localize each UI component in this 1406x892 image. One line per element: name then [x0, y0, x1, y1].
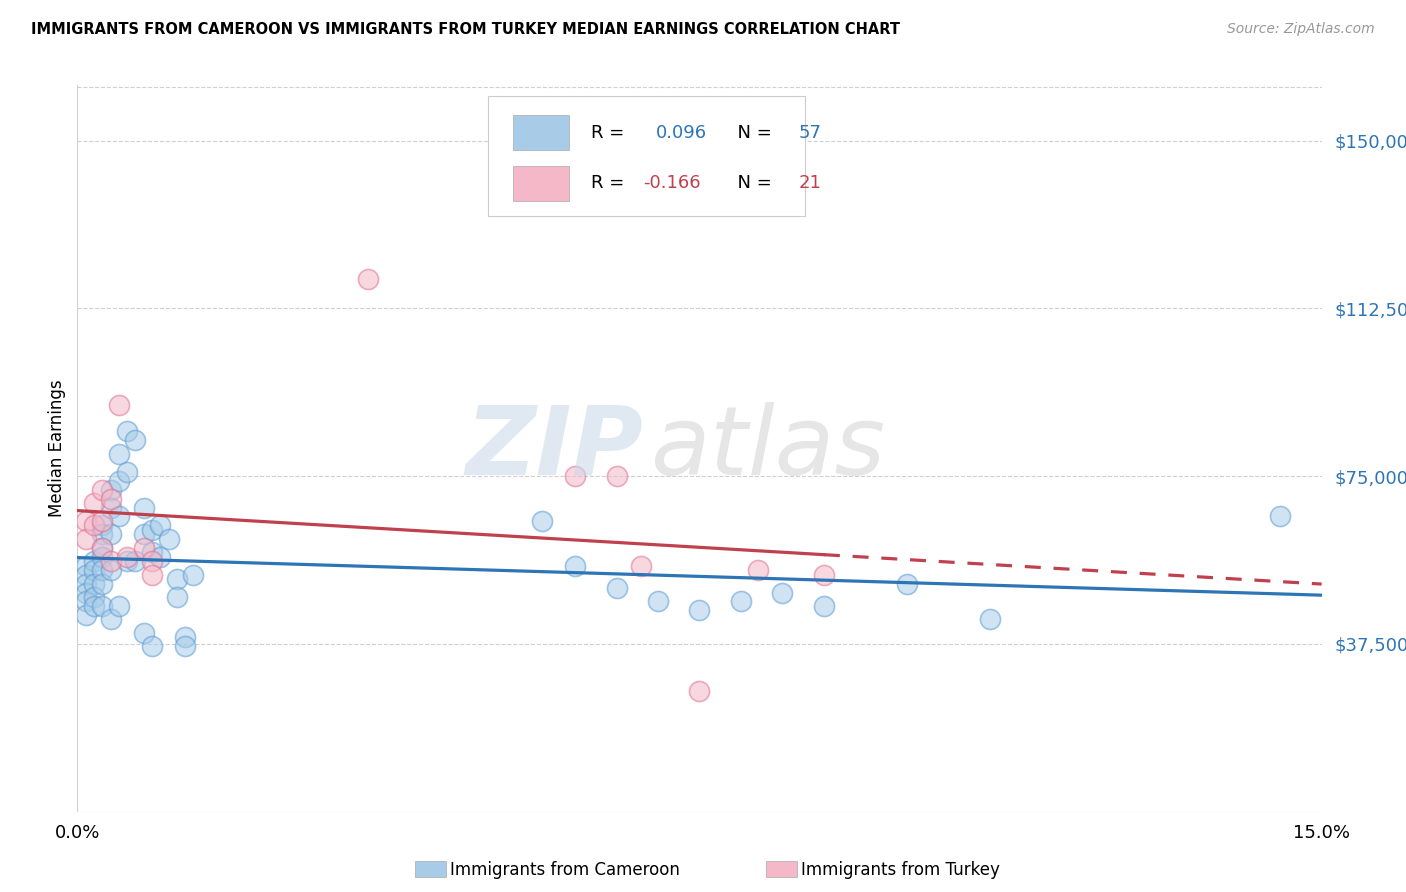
Point — [91, 483, 114, 497]
Point — [564, 558, 586, 573]
Y-axis label: Median Earnings: Median Earnings — [48, 379, 66, 517]
Text: N =: N = — [725, 123, 778, 142]
Point — [83, 518, 105, 533]
Point — [357, 272, 380, 286]
Text: R =: R = — [592, 123, 630, 142]
Point — [132, 527, 155, 541]
FancyBboxPatch shape — [513, 166, 569, 201]
Point — [174, 639, 197, 653]
Point — [124, 434, 146, 448]
Text: 21: 21 — [799, 174, 823, 193]
Text: -0.166: -0.166 — [644, 174, 702, 193]
Point — [689, 684, 711, 698]
Point — [83, 599, 105, 613]
Point — [115, 465, 138, 479]
Text: IMMIGRANTS FROM CAMEROON VS IMMIGRANTS FROM TURKEY MEDIAN EARNINGS CORRELATION C: IMMIGRANTS FROM CAMEROON VS IMMIGRANTS F… — [31, 22, 900, 37]
Point — [100, 527, 122, 541]
Point — [91, 563, 114, 577]
Point — [132, 541, 155, 555]
Point — [166, 590, 188, 604]
Point — [108, 447, 131, 461]
Point — [606, 581, 628, 595]
Point — [108, 398, 131, 412]
Text: N =: N = — [725, 174, 778, 193]
Point — [100, 612, 122, 626]
Point — [157, 532, 180, 546]
Text: Immigrants from Turkey: Immigrants from Turkey — [801, 861, 1000, 879]
Point — [83, 496, 105, 510]
Point — [108, 509, 131, 524]
Point — [115, 549, 138, 564]
Point — [91, 599, 114, 613]
Point — [813, 599, 835, 613]
Point — [772, 585, 794, 599]
Point — [75, 514, 97, 528]
Point — [83, 576, 105, 591]
Point — [83, 554, 105, 568]
Point — [115, 554, 138, 568]
Point — [149, 518, 172, 533]
Point — [141, 639, 163, 653]
Text: 57: 57 — [799, 123, 823, 142]
Point — [141, 554, 163, 568]
Point — [100, 554, 122, 568]
Point — [630, 558, 652, 573]
Point — [689, 603, 711, 617]
FancyBboxPatch shape — [488, 95, 806, 216]
Point — [91, 576, 114, 591]
Point — [91, 541, 114, 555]
Point — [183, 567, 205, 582]
Point — [747, 563, 769, 577]
Point — [100, 563, 122, 577]
Point — [115, 425, 138, 439]
Point — [141, 567, 163, 582]
FancyBboxPatch shape — [513, 115, 569, 150]
Point — [91, 518, 114, 533]
Point — [132, 625, 155, 640]
Point — [83, 563, 105, 577]
Point — [564, 469, 586, 483]
Point — [174, 630, 197, 644]
Point — [730, 594, 752, 608]
Point — [83, 590, 105, 604]
Point — [75, 532, 97, 546]
Point — [132, 500, 155, 515]
Point — [647, 594, 669, 608]
Point — [124, 554, 146, 568]
Point — [166, 572, 188, 586]
Text: atlas: atlas — [650, 401, 884, 495]
Point — [979, 612, 1001, 626]
Point — [896, 576, 918, 591]
Point — [91, 514, 114, 528]
Point — [91, 527, 114, 541]
Text: R =: R = — [592, 174, 630, 193]
Point — [108, 599, 131, 613]
Point — [606, 469, 628, 483]
Point — [530, 514, 553, 528]
Point — [75, 567, 97, 582]
Point — [100, 500, 122, 515]
Point — [91, 549, 114, 564]
Point — [75, 594, 97, 608]
Point — [75, 585, 97, 599]
Text: ZIP: ZIP — [465, 401, 644, 495]
Point — [1270, 509, 1292, 524]
Point — [108, 474, 131, 488]
Point — [91, 541, 114, 555]
Point — [813, 567, 835, 582]
Point — [75, 607, 97, 622]
Point — [141, 523, 163, 537]
Point — [149, 549, 172, 564]
Point — [100, 491, 122, 506]
Point — [100, 483, 122, 497]
Point — [141, 545, 163, 559]
Text: Immigrants from Cameroon: Immigrants from Cameroon — [450, 861, 679, 879]
Point — [75, 576, 97, 591]
Point — [75, 558, 97, 573]
Text: Source: ZipAtlas.com: Source: ZipAtlas.com — [1227, 22, 1375, 37]
Text: 0.096: 0.096 — [657, 123, 707, 142]
